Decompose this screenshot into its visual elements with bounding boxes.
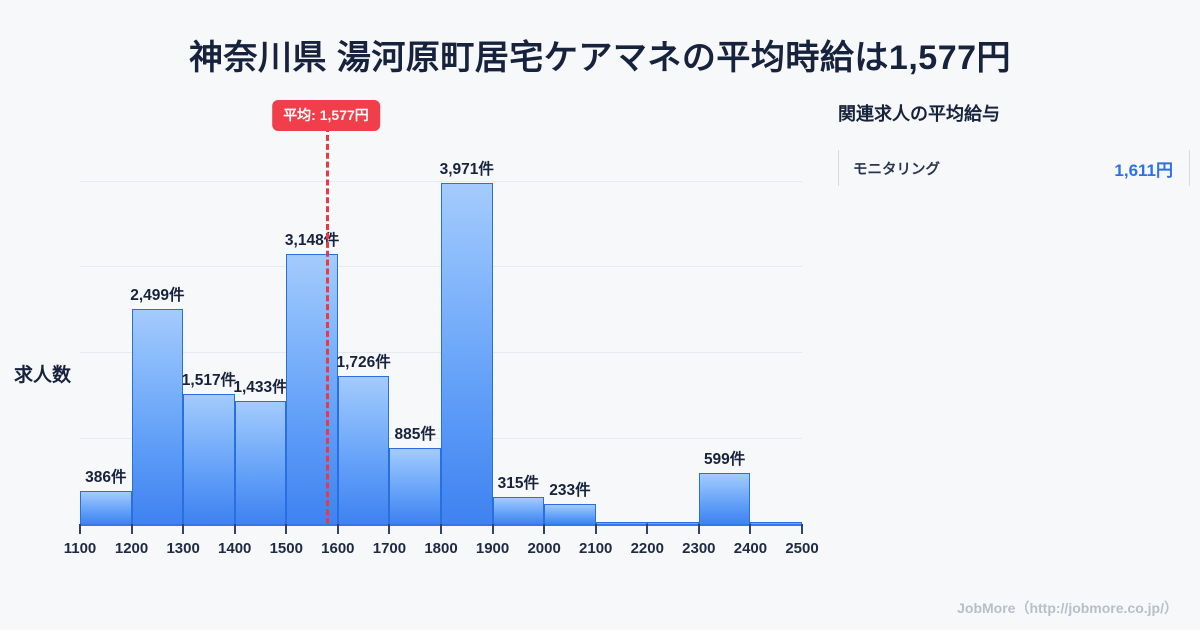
bar-value-label: 599件: [703, 450, 746, 468]
bar[interactable]: [750, 521, 802, 524]
x-axis-tick: [801, 524, 803, 534]
x-axis-tick: [130, 524, 133, 534]
related-jobs-list: モニタリング 1,611円: [838, 150, 1190, 186]
bar-value-label: 3,971件: [439, 161, 494, 179]
related-job-salary: 1,611円: [1114, 160, 1173, 180]
x-axis-tick-label: 2100: [579, 540, 613, 557]
x-axis-tick-label: 1900: [475, 540, 510, 557]
bar-value-label: 315件: [497, 474, 540, 492]
bar[interactable]: [234, 400, 287, 524]
x-axis-tick: [594, 524, 597, 534]
bar-value-label: 233件: [549, 482, 591, 499]
x-axis-tick-label: 1300: [166, 540, 200, 557]
chart-plot-wrapper: 求人数 386件 2,499件 1,517件 1,433件 3,148件 1,726件 88…: [0, 86, 830, 557]
bar[interactable]: [183, 393, 235, 524]
x-axis-tick-label: 1800: [424, 540, 458, 557]
related-jobs-panel: 関連求人の平均給与 モニタリング 1,611円: [838, 100, 1190, 186]
bar[interactable]: [80, 490, 132, 524]
bar-value-label: 885件: [394, 426, 436, 444]
bar[interactable]: [492, 496, 545, 524]
x-axis-tick-label: 1700: [372, 540, 407, 557]
plot-area: 386件 2,499件 1,517件 1,433件 3,148件 1,726件 885件 3,…: [64, 100, 819, 596]
bar[interactable]: [286, 253, 338, 524]
x-axis-tick-label: 1600: [321, 540, 355, 557]
x-axis-tick: [697, 524, 700, 534]
average-badge: 平均: 1,577円: [272, 100, 380, 131]
average-line: [325, 126, 329, 524]
x-axis-tick-label: 1500: [269, 540, 303, 557]
bar-value-label: 1,433件: [233, 378, 288, 396]
x-axis-tick-label: 2200: [630, 540, 664, 557]
bar[interactable]: [544, 504, 596, 524]
bar[interactable]: [389, 448, 441, 524]
x-axis-tick: [543, 524, 546, 534]
x-axis-tick-label: 2000: [527, 540, 561, 557]
x-axis-tick: [336, 524, 339, 534]
watermark-footer: JobMore（http://jobmore.co.jp/）: [957, 600, 1178, 616]
related-job-name: モニタリング: [853, 161, 940, 178]
bar[interactable]: [698, 472, 751, 524]
bar-value-label: 386件: [85, 468, 127, 486]
x-axis-tick: [749, 524, 752, 534]
gridline: [80, 180, 802, 182]
bar-value-label: 1,517件: [181, 371, 237, 389]
x-axis-tick: [491, 524, 494, 534]
x-axis-tick-label: 2300: [682, 540, 716, 557]
related-job-row[interactable]: モニタリング 1,611円: [838, 150, 1190, 186]
bar-value-label: 3,148件: [284, 231, 340, 249]
x-axis-tick-label: 2400: [733, 540, 768, 557]
bar[interactable]: [595, 521, 648, 524]
bar-value-label: 2,499件: [130, 287, 185, 305]
x-axis-tick-label: 1200: [114, 540, 149, 557]
x-axis-tick-label: 2500: [785, 540, 819, 557]
bar[interactable]: [337, 375, 390, 524]
x-axis-tick: [646, 524, 649, 534]
bar-series: 386件 2,499件 1,517件 1,433件 3,148件 1,726件 885件 3,…: [80, 161, 802, 524]
page-title: 神奈川県 湯河原町居宅ケアマネの平均時給は1,577円: [188, 39, 1012, 77]
y-axis-label: 求人数: [14, 365, 72, 386]
x-axis-tick: [182, 524, 185, 534]
bar-value-label: 1,726件: [336, 353, 391, 371]
x-axis-tick: [285, 524, 288, 534]
x-axis-tick-label: 1100: [63, 540, 97, 557]
x-axis-tick: [79, 524, 81, 534]
x-axis-tick: [440, 524, 442, 534]
bar[interactable]: [131, 309, 184, 524]
bar[interactable]: [441, 183, 493, 524]
related-jobs-title: 関連求人の平均給与: [838, 104, 1000, 124]
bar[interactable]: [647, 521, 699, 524]
x-axis-tick: [388, 524, 391, 534]
x-axis-tick-label: 1400: [218, 540, 252, 557]
x-axis-tick: [233, 524, 236, 534]
